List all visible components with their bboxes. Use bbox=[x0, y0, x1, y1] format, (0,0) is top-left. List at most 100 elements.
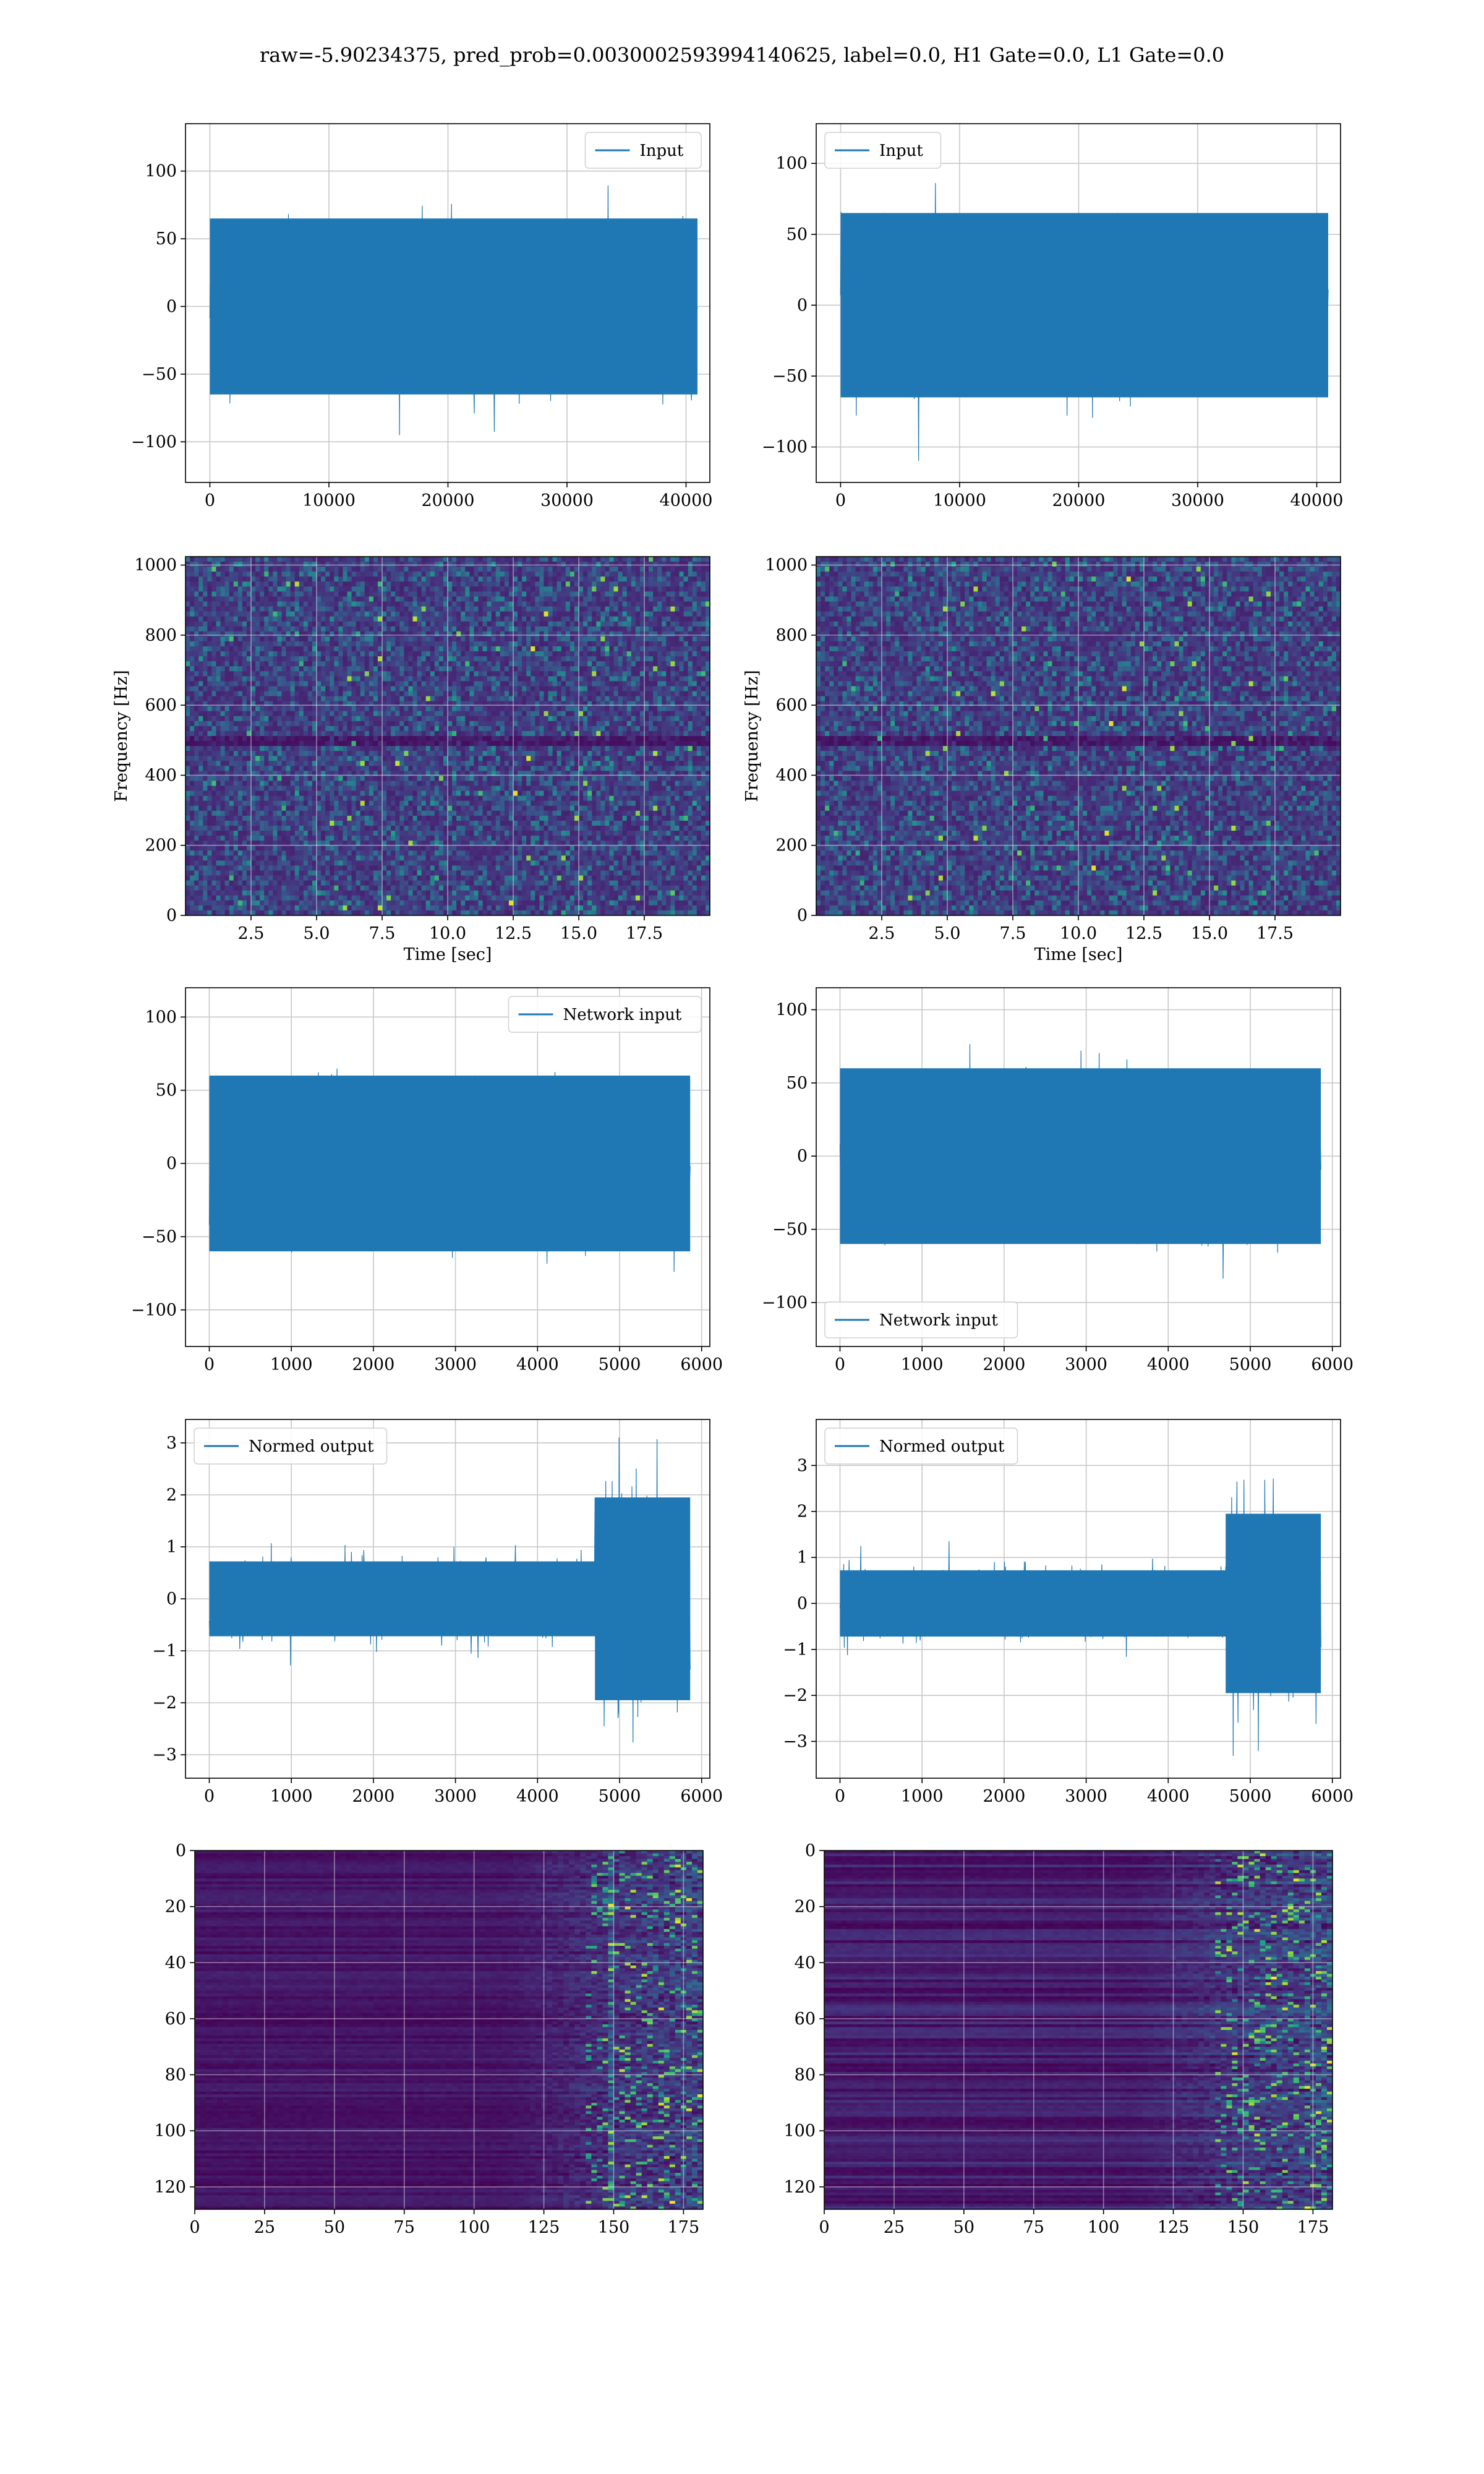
heatmap-cell bbox=[461, 651, 466, 657]
heatmap-cell bbox=[347, 576, 352, 582]
heatmap-cell bbox=[605, 691, 610, 697]
heatmap-cell bbox=[273, 661, 278, 667]
heatmap-cell bbox=[224, 586, 230, 592]
y-tick-label: −50 bbox=[142, 365, 177, 384]
heatmap-cell bbox=[347, 641, 352, 647]
heatmap-cell bbox=[408, 636, 414, 642]
heatmap-cell bbox=[613, 636, 619, 642]
heatmap-cell bbox=[548, 661, 553, 667]
heatmap-cell bbox=[469, 571, 474, 577]
heatmap-cell bbox=[478, 601, 484, 607]
heatmap-cell bbox=[696, 721, 702, 727]
heatmap-cell bbox=[679, 741, 684, 747]
heatmap-cell bbox=[609, 676, 615, 682]
heatmap-cell bbox=[701, 621, 706, 627]
heatmap-cell bbox=[531, 631, 535, 637]
heatmap-cell bbox=[579, 751, 584, 756]
heatmap-cell bbox=[321, 686, 326, 692]
heatmap-cell bbox=[299, 621, 304, 627]
heatmap-cell bbox=[268, 686, 273, 692]
heatmap-cell bbox=[356, 616, 361, 622]
heatmap-cell bbox=[351, 581, 357, 587]
heatmap-cell bbox=[281, 706, 287, 712]
heatmap-cell bbox=[347, 701, 352, 707]
heatmap-cell bbox=[264, 666, 269, 672]
heatmap-cell bbox=[307, 586, 313, 592]
heatmap-cell bbox=[242, 571, 247, 577]
heatmap-cell bbox=[430, 671, 435, 677]
heatmap-cell bbox=[382, 661, 387, 667]
heatmap-cell bbox=[500, 751, 505, 756]
heatmap-cell bbox=[417, 631, 422, 637]
heatmap-cell bbox=[194, 691, 199, 697]
heatmap-cell bbox=[518, 557, 522, 562]
heatmap-cell bbox=[281, 741, 287, 747]
heatmap-cell bbox=[386, 616, 391, 622]
heatmap-cell bbox=[330, 730, 335, 737]
heatmap-cell bbox=[395, 730, 400, 737]
heatmap-cell bbox=[474, 666, 479, 672]
heatmap-cell bbox=[434, 586, 440, 592]
heatmap-cell bbox=[465, 557, 470, 562]
heatmap-cell bbox=[495, 721, 501, 727]
heatmap-cell bbox=[644, 576, 649, 582]
heatmap-cell bbox=[412, 711, 418, 717]
heatmap-cell bbox=[657, 571, 662, 577]
heatmap-cell bbox=[461, 601, 466, 607]
heatmap-cell bbox=[592, 631, 597, 637]
heatmap-cell bbox=[596, 736, 601, 742]
heatmap-cell bbox=[487, 721, 492, 727]
heatmap-cell bbox=[556, 636, 562, 642]
heatmap-cell bbox=[626, 576, 632, 582]
y-tick-label: 100 bbox=[775, 154, 808, 173]
heatmap-cell bbox=[224, 591, 230, 597]
heatmap-cell bbox=[408, 751, 414, 756]
heatmap-cell bbox=[461, 686, 466, 692]
heatmap-cell bbox=[408, 557, 414, 562]
heatmap-cell bbox=[351, 716, 357, 722]
heatmap-cell bbox=[211, 736, 217, 742]
heatmap-cell bbox=[391, 631, 396, 637]
heatmap-cell bbox=[277, 616, 283, 622]
heatmap-cell bbox=[639, 691, 645, 697]
heatmap-cell bbox=[561, 736, 566, 742]
heatmap-cell bbox=[377, 641, 383, 647]
heatmap-cell bbox=[207, 586, 212, 592]
heatmap-cell bbox=[474, 562, 479, 567]
heatmap-cell bbox=[264, 656, 269, 662]
heatmap-cell bbox=[343, 656, 348, 662]
heatmap-cell bbox=[260, 567, 265, 572]
heatmap-cell bbox=[251, 746, 256, 751]
heatmap-cell bbox=[290, 666, 296, 672]
heatmap-cell bbox=[474, 716, 479, 722]
heatmap-cell bbox=[662, 736, 667, 742]
heatmap-cell bbox=[613, 621, 619, 627]
heatmap-cell bbox=[526, 591, 531, 597]
heatmap-cell bbox=[508, 681, 514, 687]
heatmap-cell bbox=[478, 661, 484, 667]
heatmap-cell bbox=[233, 621, 239, 627]
heatmap-cell bbox=[526, 666, 531, 672]
heatmap-cell bbox=[186, 716, 190, 722]
heatmap-cell bbox=[622, 751, 628, 756]
heatmap-cell bbox=[639, 730, 645, 737]
heatmap-cell bbox=[596, 601, 601, 607]
heatmap-cell bbox=[334, 726, 339, 732]
heatmap-cell bbox=[592, 611, 597, 617]
heatmap-cell bbox=[312, 571, 317, 577]
heatmap-cell bbox=[688, 691, 693, 697]
heatmap-cell bbox=[583, 661, 588, 667]
heatmap-cell bbox=[434, 661, 440, 667]
heatmap-cell bbox=[705, 726, 710, 732]
heatmap-cell bbox=[299, 661, 304, 667]
heatmap-cell bbox=[303, 656, 309, 662]
heatmap-cell bbox=[565, 611, 571, 617]
heatmap-cell bbox=[491, 746, 497, 751]
heatmap-cell bbox=[277, 606, 283, 612]
heatmap-cell bbox=[404, 696, 409, 702]
heatmap-cell bbox=[574, 596, 579, 602]
heatmap-cell bbox=[500, 756, 505, 761]
heatmap-cell bbox=[425, 631, 431, 637]
heatmap-cell bbox=[277, 716, 283, 722]
heatmap-cell bbox=[469, 596, 474, 602]
